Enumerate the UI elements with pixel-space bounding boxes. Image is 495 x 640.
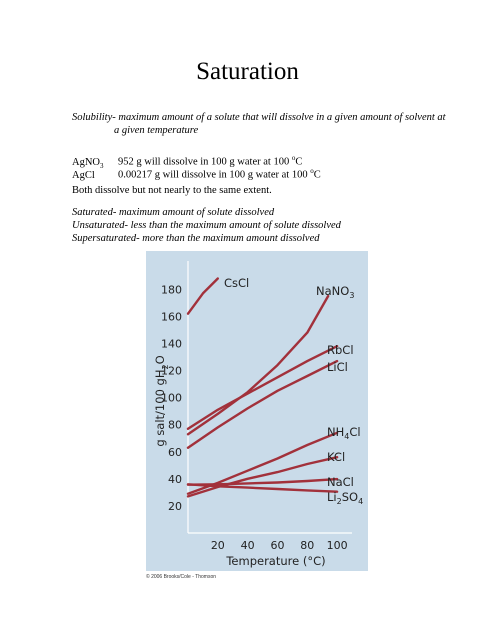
series-label-cscl: CsCl [224,276,249,290]
x-axis-label: Temperature (°C) [225,554,325,568]
example-text: 952 g will dissolve in 100 g water at 10… [118,156,292,168]
definition-unsaturated: Unsaturated- less than the maximum amoun… [72,220,341,231]
series-line-kcl [186,456,339,498]
solubility-chart: 20 40 60 80 100 120 140 160 180 20 40 60 80 100 Temper… [146,251,368,571]
example-compound: AgNO3 [72,156,104,170]
page-title: Saturation [196,58,299,85]
y-tick-label: 20 [168,500,182,513]
y-tick-label: 60 [168,446,182,459]
example-text: 0.00217 g will dissolve in 100 g water a… [118,169,311,181]
series-line-li2so4 [186,483,339,493]
definition-supersaturated: Supersaturated- more than the maximum am… [72,233,320,244]
series-line-cscl [186,277,219,315]
definition-saturated: Saturated- maximum amount of solute diss… [72,207,275,218]
series-line-rbcl [186,345,339,430]
example-agno3: AgNO3 952 g will dissolve in 100 g water … [72,152,302,173]
y-tick-label: 120 [161,365,182,378]
series-line-nacl [186,477,339,486]
series-label-li2so4: Li2SO4 [327,490,363,506]
x-tick-label: 100 [327,539,348,552]
x-tick-label: 80 [300,539,314,552]
series-label-kcl: KCl [327,450,345,464]
comparison-note: Both dissolve but not nearly to the same… [72,185,272,196]
solubility-definition-line2: a given temperature [114,125,199,136]
copyright-credit: © 2006 Brooks/Cole - Thomson [146,574,217,580]
series-line-nano3 [186,294,330,436]
series-label-nacl: NaCl [327,475,354,489]
y-tick-label: 180 [161,283,182,296]
y-tick-label: 100 [161,392,182,405]
y-tick-label: 40 [168,473,182,486]
y-tick-label: 140 [161,337,182,350]
series-label-nh4cl: NH4Cl [327,425,361,441]
series-label-nano3: NaNO3 [316,284,354,300]
y-tick-label: 160 [161,310,182,323]
saturation-definitions: Saturated- maximum amount of solute diss… [72,206,341,245]
y-tick-label: 80 [168,419,182,432]
series-line-licl [186,359,339,449]
x-tick-label: 40 [241,539,255,552]
solubility-definition: Solubility- maximum amount of a solute t… [72,111,446,137]
series-label-rbcl: RbCl [327,343,354,357]
y-axis-label: g salt/100 gH2O [153,355,170,446]
x-tick-label: 20 [211,539,225,552]
example-compound: AgCl [72,169,95,181]
chart-background [146,251,368,571]
example-agcl: AgCl 0.00217 g will dissolve in 100 g wat… [72,167,321,181]
series-label-licl: LiCl [327,360,348,374]
solubility-definition-line1: Solubility- maximum amount of a solute t… [72,112,446,123]
x-tick-label: 60 [270,539,284,552]
